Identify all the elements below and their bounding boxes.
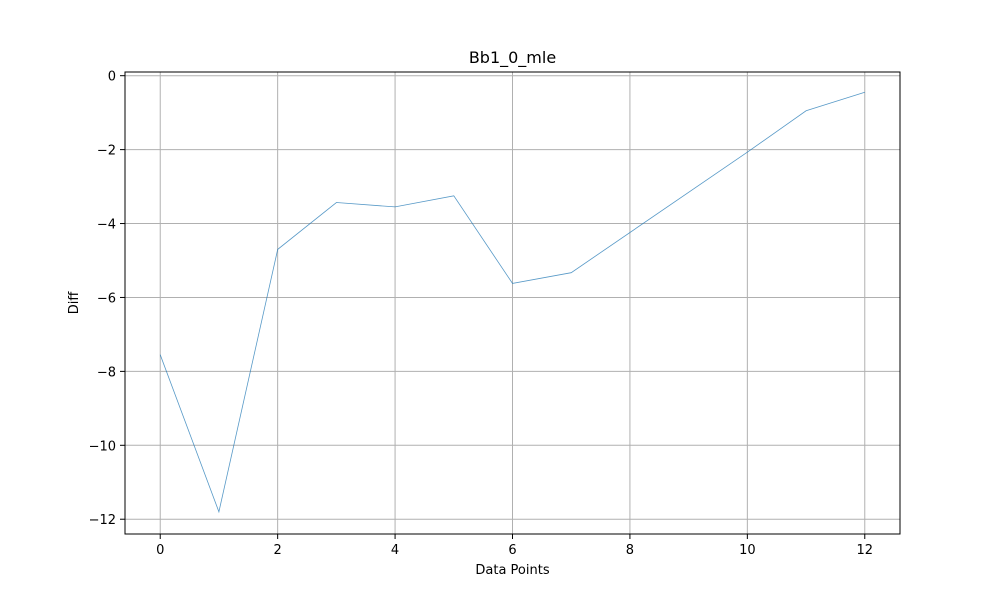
x-tick-label: 4 — [391, 543, 399, 558]
series-line — [159, 91, 865, 514]
x-tick-label: 12 — [856, 543, 873, 558]
chart-title: Bb1_0_mle — [469, 48, 556, 68]
x-tick-label: 8 — [626, 543, 634, 558]
x-tick-label: 0 — [156, 543, 164, 558]
x-tick-label: 6 — [508, 543, 516, 558]
y-tick-label: −8 — [97, 365, 116, 380]
axis-ticks: 0 2 4 6 8 10 12 0 −2 −4 −6 −8 −10 −12 — [89, 70, 873, 558]
y-tick-label: −12 — [89, 513, 116, 528]
y-tick-label: −6 — [97, 291, 116, 306]
y-axis-label: Diff — [67, 291, 82, 315]
series-layer — [159, 91, 865, 514]
y-tick-label: −10 — [89, 439, 116, 454]
grid — [125, 72, 900, 534]
x-tick-label: 10 — [739, 543, 756, 558]
x-axis-label: Data Points — [475, 563, 549, 578]
y-tick-label: −4 — [97, 218, 116, 233]
y-tick-label: 0 — [108, 70, 116, 85]
y-tick-label: −2 — [97, 144, 116, 159]
x-tick-label: 2 — [274, 543, 282, 558]
